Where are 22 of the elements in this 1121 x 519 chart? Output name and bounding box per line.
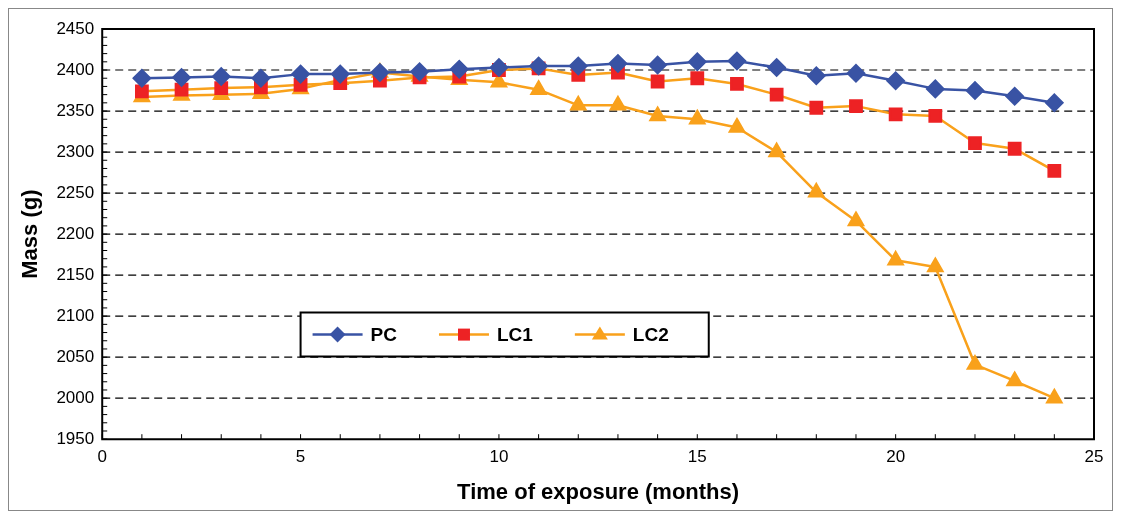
x-axis-title: Time of exposure (months) [457,478,740,504]
y-tick-label: 2350 [56,100,95,120]
y-tick-label: 2050 [56,346,95,366]
y-tick-label: 2100 [56,305,95,325]
x-tick-label: 20 [886,447,906,467]
y-tick-label: 2300 [56,141,95,161]
y-tick-label: 2400 [56,59,95,79]
legend-label: LC1 [496,323,534,345]
y-tick-label: 2450 [56,18,95,38]
legend-label: LC2 [632,323,669,345]
x-tick-label: 15 [687,447,707,467]
y-tick-label: 2000 [56,387,95,407]
y-tick-label: 2200 [56,223,95,243]
x-tick-label: 10 [489,447,509,467]
x-tick-label: 5 [295,447,306,467]
x-tick-label: 0 [97,447,107,467]
legend-label: PC [370,323,398,345]
y-tick-label: 2150 [56,264,95,284]
y-tick-label: 2250 [56,182,95,202]
y-axis-title: Mass (g) [17,189,43,279]
x-tick-label: 25 [1084,447,1104,467]
y-tick-label: 1950 [56,428,95,448]
